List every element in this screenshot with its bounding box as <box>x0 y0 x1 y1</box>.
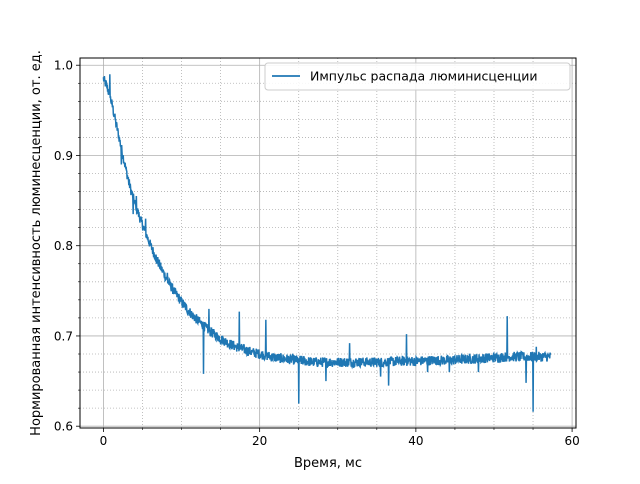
y-tick-label: 0.9 <box>54 149 73 163</box>
legend-label: Импульс распада люминисценции <box>310 69 538 84</box>
major-grid <box>80 58 576 428</box>
y-tick-label: 1.0 <box>54 59 73 73</box>
series-layer <box>102 74 552 412</box>
x-axis-label: Время, мс <box>294 456 362 471</box>
x-tick-label: 60 <box>564 434 579 448</box>
x-tick-label: 40 <box>408 434 423 448</box>
x-tick-label: 0 <box>100 434 108 448</box>
y-tick-label: 0.8 <box>54 239 73 253</box>
ticks-layer: 0 20 40 60 0.6 0.7 0.8 0.9 1.0 <box>54 59 580 448</box>
y-tick-label: 0.7 <box>54 329 73 343</box>
x-tick-label: 20 <box>252 434 267 448</box>
y-axis-label: Нормированная интенсивность люминесценци… <box>29 50 44 436</box>
axes-frame <box>79 57 577 429</box>
legend-box <box>264 62 571 91</box>
y-tick-label: 0.6 <box>54 420 73 434</box>
series-line <box>102 74 552 412</box>
legend: Импульс распада люминисценции <box>264 62 571 91</box>
